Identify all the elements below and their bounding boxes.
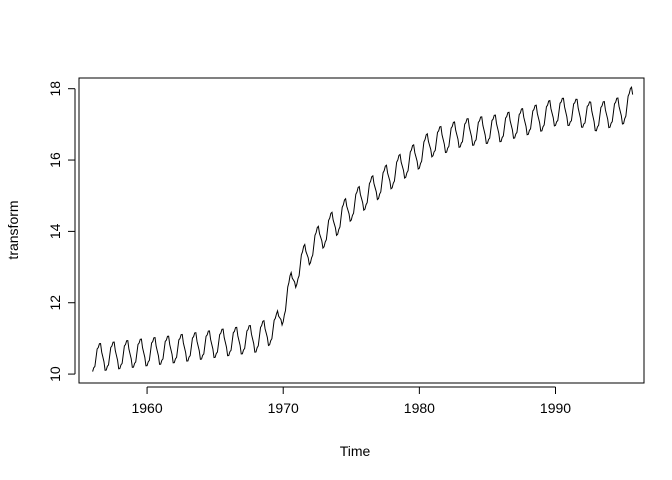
y-tick-label: 10 (47, 366, 63, 382)
y-tick-label: 16 (47, 152, 63, 168)
x-tick-label: 1980 (404, 400, 435, 416)
y-tick-label: 18 (47, 81, 63, 97)
y-tick-label: 14 (47, 223, 63, 239)
x-axis-label: Time (340, 443, 371, 459)
y-axis-label: transform (5, 200, 21, 259)
x-axis: 1960 1970 1980 1990 (131, 386, 571, 416)
x-tick-label: 1960 (131, 400, 162, 416)
x-tick-label: 1970 (268, 400, 299, 416)
series-line (92, 86, 634, 372)
y-tick-label: 12 (47, 295, 63, 311)
x-tick-label: 1990 (540, 400, 571, 416)
plot-frame (78, 77, 645, 384)
y-axis: 10 12 14 16 18 (47, 81, 76, 382)
